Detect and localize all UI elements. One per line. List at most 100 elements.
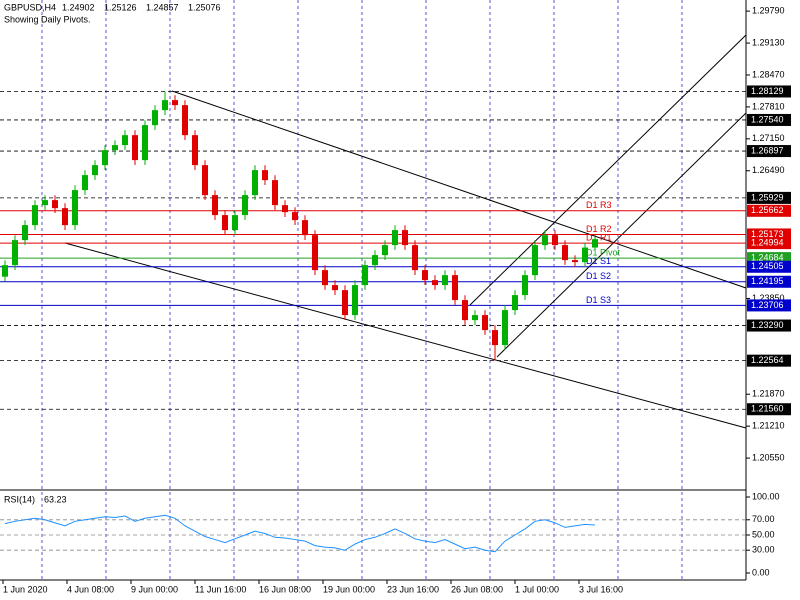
candle-body (192, 135, 198, 166)
candle-body (262, 170, 268, 181)
candle-body (252, 170, 258, 196)
y-tick-label: 1.26490 (752, 165, 785, 175)
candle-body (72, 190, 78, 226)
pivot-label: D1 Pivot (586, 247, 621, 257)
x-tick-label: 4 Jun 08:00 (67, 584, 114, 594)
pivot-label: D1 S1 (586, 256, 611, 266)
price-tag-label: 1.27540 (751, 114, 784, 124)
candle-body (102, 150, 108, 166)
trend-lines (64, 34, 747, 429)
price-tag (747, 204, 791, 217)
y-tick-label: 1.27150 (752, 133, 785, 143)
price-tag-label: 1.28129 (751, 86, 784, 96)
subtitle: Showing Daily Pivots. (4, 14, 91, 24)
price-tag-label: 1.24994 (751, 237, 784, 247)
y-tick-label: 30.00 (752, 545, 775, 555)
price-tag (747, 191, 791, 204)
pivot-label: D1 R1 (586, 232, 612, 242)
candle-body (572, 260, 578, 263)
pivot-label: D1 R2 (586, 224, 612, 234)
candle-body (212, 195, 218, 216)
price-tag (747, 319, 791, 332)
price-tag-label: 1.22564 (751, 355, 784, 365)
candle-body (372, 255, 378, 266)
price-tag-label: 1.26897 (751, 145, 784, 155)
x-tick-label: 11 Jun 16:00 (195, 584, 246, 594)
price-tag-label: 1.25929 (751, 192, 784, 202)
candle-body (442, 275, 448, 286)
up-line (496, 112, 747, 358)
y-tick-label: 1.21870 (752, 389, 785, 399)
candle-body (22, 225, 28, 241)
price-tag (747, 275, 791, 288)
rsi-title: RSI(14) (4, 494, 35, 504)
candle-body (32, 205, 38, 226)
y-tick-label: 0.00 (752, 567, 770, 577)
y-tick-label: 1.29130 (752, 37, 785, 47)
candle-body (482, 315, 488, 331)
y-tick-label: 70.00 (752, 514, 775, 524)
candle-body (42, 200, 48, 206)
candle-body (312, 235, 318, 271)
candle-body (322, 270, 328, 286)
x-tick-label: 3 Jul 16:00 (579, 584, 623, 594)
y-tick-label: 50.00 (752, 529, 775, 539)
channel-upper (171, 90, 747, 289)
price-tag (747, 237, 791, 250)
candle-body (302, 220, 308, 236)
candle-body (52, 200, 58, 209)
candle-body (12, 240, 18, 266)
x-tick-label: 26 Jun 08:00 (451, 584, 503, 594)
price-tag-label: 1.24684 (751, 252, 784, 262)
y-tick-label: 1.27810 (752, 101, 785, 111)
candle-body (532, 245, 538, 276)
price-tag (747, 354, 791, 367)
candle-body (352, 285, 358, 316)
pivot-label: D1 S3 (586, 295, 611, 305)
candle-body (222, 215, 228, 231)
candle-body (452, 275, 458, 301)
header-ohlc: 1.24902 (62, 2, 95, 12)
candle-body (422, 270, 428, 281)
header-ohlc: 1.25076 (188, 2, 221, 12)
candle-body (542, 235, 548, 246)
candle-body (402, 230, 408, 246)
y-tick-label: 1.28470 (752, 69, 785, 79)
candle-body (432, 280, 438, 286)
candle-body (472, 315, 478, 321)
header-ohlc: 1.25126 (104, 2, 137, 12)
price-tag (747, 299, 791, 312)
candle-body (202, 165, 208, 196)
candle-body (362, 265, 368, 286)
candle-body (272, 180, 278, 206)
y-tick-label: 1.21210 (752, 421, 785, 431)
candle-body (282, 205, 288, 213)
price-tag (747, 260, 791, 273)
candle-body (332, 285, 338, 291)
candle-body (132, 135, 138, 161)
candle-body (182, 105, 188, 136)
candle-body (392, 230, 398, 246)
candle-body (592, 239, 598, 248)
candle-body (62, 208, 68, 226)
candle-body (242, 195, 248, 216)
pivot-label: D1 R3 (586, 200, 612, 210)
candle-body (512, 295, 518, 311)
price-tag-label: 1.24505 (751, 261, 784, 271)
pivot-label: D1 S2 (586, 271, 611, 281)
x-tick-label: 19 Jun 00:00 (323, 584, 375, 594)
candle-body (502, 310, 508, 346)
price-tag (747, 85, 791, 98)
price-tag (747, 113, 791, 126)
candle-body (292, 212, 298, 221)
candle-body (492, 330, 498, 346)
price-tag-label: 1.23706 (751, 300, 784, 310)
candle-body (232, 215, 238, 231)
price-tag-label: 1.25662 (751, 205, 784, 215)
candle-body (152, 110, 158, 126)
price-tag-label: 1.25173 (751, 229, 784, 239)
price-tag-label: 1.23290 (751, 320, 784, 330)
candle-body (92, 165, 98, 176)
candle-body (142, 125, 148, 161)
